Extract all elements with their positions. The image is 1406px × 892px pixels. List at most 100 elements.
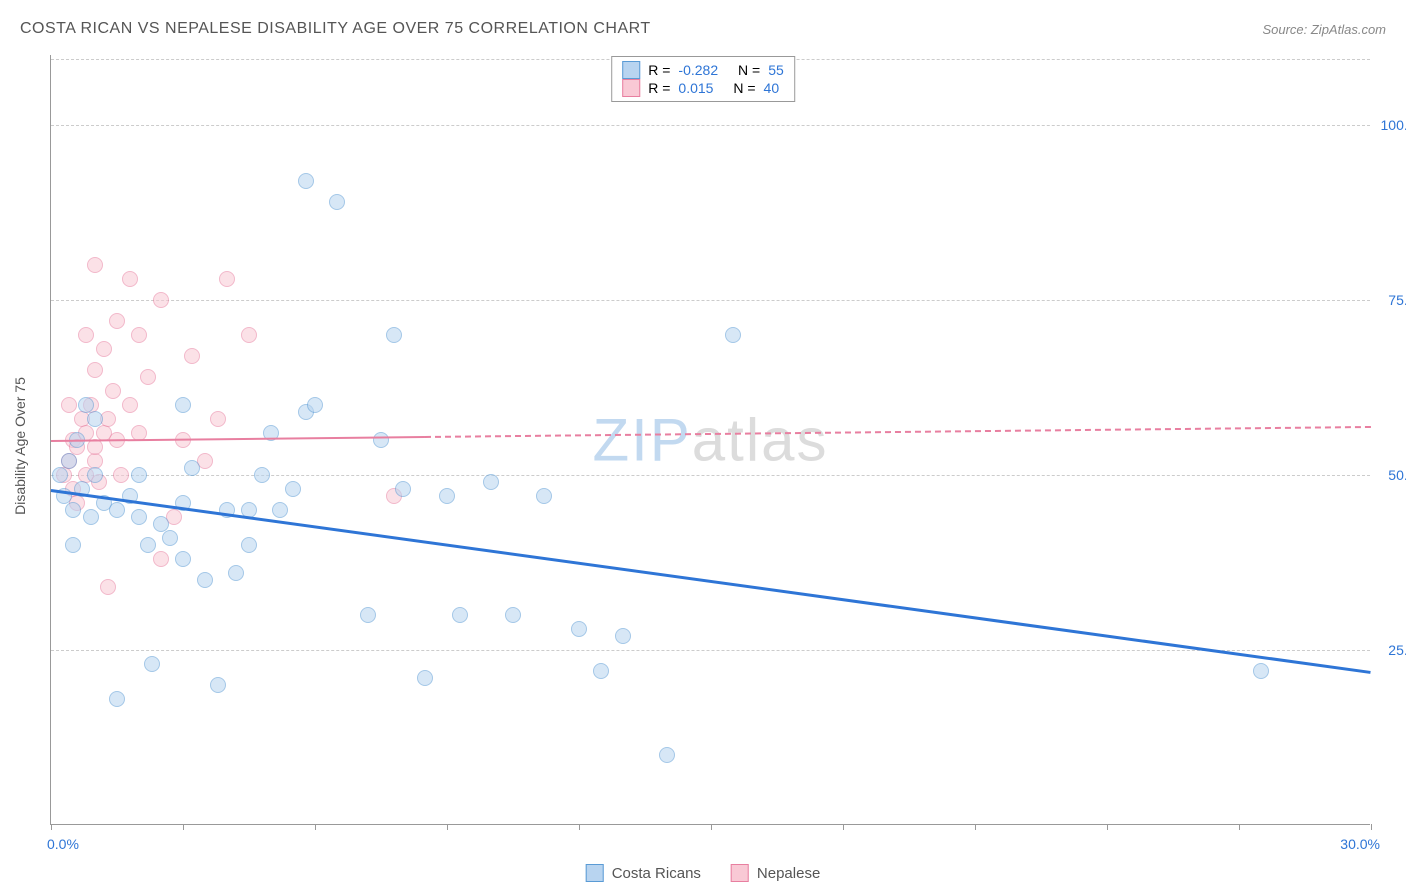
data-point-costa-rican [1253,663,1269,679]
y-tick-label: 50.0% [1378,467,1406,483]
data-point-costa-rican [615,628,631,644]
x-tick-label: 30.0% [1340,836,1380,852]
r-value-nepalese: 0.015 [678,80,713,96]
data-point-costa-rican [285,481,301,497]
data-point-nepalese [153,292,169,308]
data-point-nepalese [140,369,156,385]
correlation-legend: R = -0.282 N = 55 R = 0.015 N = 40 [611,56,795,102]
data-point-costa-rican [162,530,178,546]
swatch-costa-rican [622,61,640,79]
legend-label: Nepalese [757,865,820,882]
data-point-costa-rican [725,327,741,343]
title-bar: COSTA RICAN VS NEPALESE DISABILITY AGE O… [20,20,1386,38]
data-point-costa-rican [386,327,402,343]
data-point-costa-rican [593,663,609,679]
data-point-costa-rican [144,656,160,672]
trendline-costa-rican [51,489,1371,673]
data-point-costa-rican [228,565,244,581]
data-point-nepalese [78,327,94,343]
watermark: ZIPatlas [592,405,828,474]
swatch-nepalese [622,79,640,97]
legend-label: Costa Ricans [612,865,701,882]
data-point-costa-rican [109,502,125,518]
data-point-costa-rican [197,572,213,588]
data-point-costa-rican [175,397,191,413]
x-tick [579,824,580,830]
scatter-plot: ZIPatlas 25.0%50.0%75.0%100.0%0.0%30.0% [50,55,1370,825]
r-label: R = [648,62,670,78]
data-point-nepalese [109,313,125,329]
legend-item-costa-rican: Costa Ricans [586,864,701,882]
x-tick [1371,824,1372,830]
data-point-costa-rican [140,537,156,553]
x-tick [1239,824,1240,830]
data-point-costa-rican [241,537,257,553]
y-tick-label: 25.0% [1378,642,1406,658]
gridline [51,475,1370,476]
data-point-costa-rican [360,607,376,623]
data-point-costa-rican [452,607,468,623]
series-legend: Costa Ricans Nepalese [586,864,821,882]
data-point-nepalese [122,397,138,413]
r-label: R = [648,80,670,96]
data-point-costa-rican [65,502,81,518]
data-point-costa-rican [483,474,499,490]
x-tick [711,824,712,830]
data-point-nepalese [96,341,112,357]
data-point-costa-rican [417,670,433,686]
legend-row-nepalese: R = 0.015 N = 40 [622,79,784,97]
data-point-costa-rican [52,467,68,483]
data-point-costa-rican [109,691,125,707]
data-point-nepalese [105,383,121,399]
x-tick [51,824,52,830]
data-point-costa-rican [395,481,411,497]
gridline [51,125,1370,126]
n-value-costa-rican: 55 [768,62,784,78]
data-point-costa-rican [83,509,99,525]
n-label: N = [733,80,755,96]
data-point-nepalese [122,271,138,287]
data-point-costa-rican [65,537,81,553]
data-point-costa-rican [61,453,77,469]
data-point-costa-rican [439,488,455,504]
legend-row-costa-rican: R = -0.282 N = 55 [622,61,784,79]
data-point-costa-rican [210,677,226,693]
data-point-nepalese [100,579,116,595]
y-tick-label: 75.0% [1378,292,1406,308]
swatch-costa-rican [586,864,604,882]
data-point-nepalese [87,362,103,378]
swatch-nepalese [731,864,749,882]
data-point-costa-rican [87,467,103,483]
data-point-costa-rican [298,173,314,189]
data-point-nepalese [113,467,129,483]
data-point-costa-rican [184,460,200,476]
data-point-nepalese [87,257,103,273]
data-point-costa-rican [571,621,587,637]
x-tick [843,824,844,830]
y-axis-label: Disability Age Over 75 [12,377,28,515]
data-point-costa-rican [254,467,270,483]
chart-title: COSTA RICAN VS NEPALESE DISABILITY AGE O… [20,20,651,38]
data-point-nepalese [184,348,200,364]
x-tick [447,824,448,830]
gridline [51,650,1370,651]
data-point-nepalese [131,327,147,343]
data-point-costa-rican [505,607,521,623]
watermark-zip: ZIP [592,406,691,473]
data-point-nepalese [210,411,226,427]
trendline-nepalese-dashed [425,426,1371,438]
data-point-costa-rican [329,194,345,210]
data-point-nepalese [153,551,169,567]
r-value-costa-rican: -0.282 [678,62,718,78]
data-point-costa-rican [536,488,552,504]
x-tick-label: 0.0% [47,836,79,852]
x-tick [183,824,184,830]
x-tick [1107,824,1108,830]
data-point-costa-rican [131,509,147,525]
data-point-nepalese [219,271,235,287]
x-tick [975,824,976,830]
source-label: Source: ZipAtlas.com [1262,22,1386,37]
data-point-costa-rican [272,502,288,518]
x-tick [315,824,316,830]
data-point-costa-rican [373,432,389,448]
